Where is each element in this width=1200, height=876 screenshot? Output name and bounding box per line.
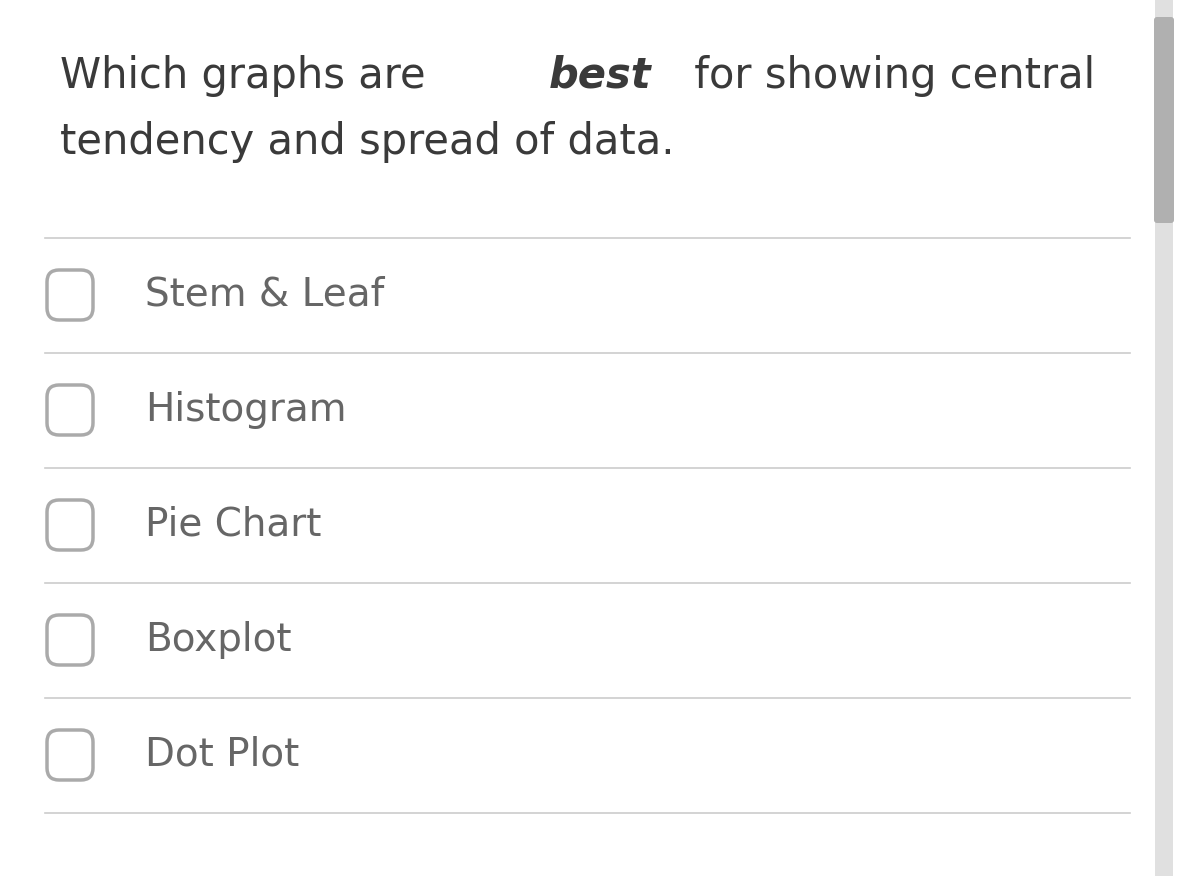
Text: Boxplot: Boxplot: [145, 621, 292, 659]
FancyBboxPatch shape: [1154, 17, 1174, 223]
Text: for showing central: for showing central: [682, 55, 1096, 97]
Text: Stem & Leaf: Stem & Leaf: [145, 276, 384, 314]
Text: tendency and spread of data.: tendency and spread of data.: [60, 121, 674, 163]
Text: Dot Plot: Dot Plot: [145, 736, 299, 774]
Text: best: best: [548, 55, 652, 97]
Text: Pie Chart: Pie Chart: [145, 506, 322, 544]
Text: Which graphs are: Which graphs are: [60, 55, 439, 97]
Text: Histogram: Histogram: [145, 391, 347, 429]
Bar: [1154, 0, 1174, 876]
